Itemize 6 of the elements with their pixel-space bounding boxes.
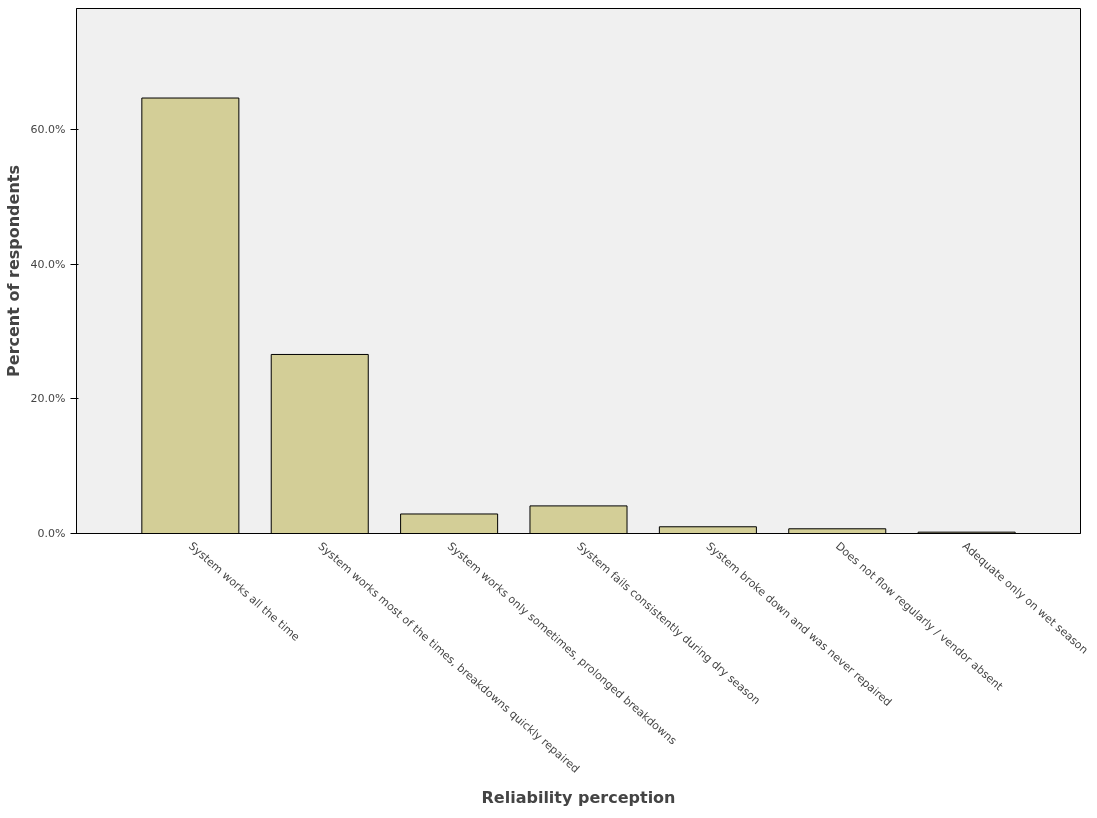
y-tick-label: 0.0% <box>37 527 66 540</box>
x-axis-title: Reliability perception <box>481 788 676 808</box>
y-axis-title: Percent of respondents <box>3 165 23 377</box>
y-tick-label: 40.0% <box>30 257 66 271</box>
y-tick-label: 20.0% <box>30 392 66 406</box>
y-tick-label: 60.0% <box>30 123 66 137</box>
